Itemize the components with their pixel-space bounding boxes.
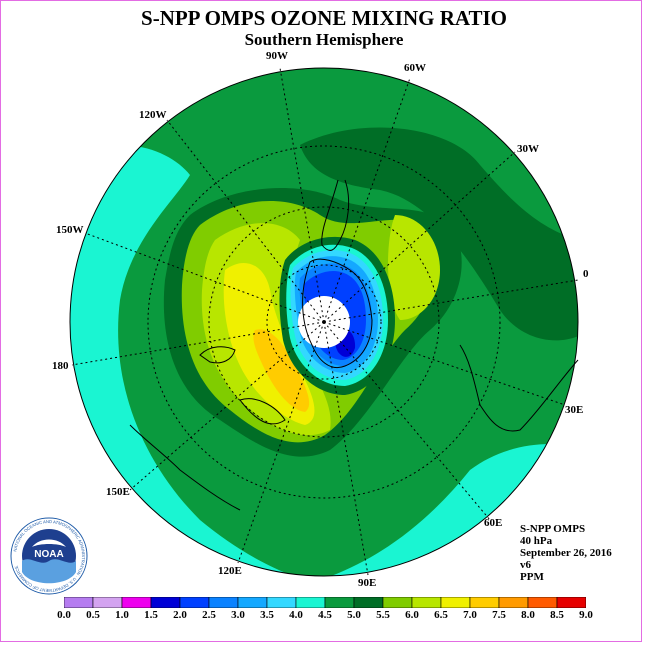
map-title: S-NPP OMPS OZONE MIXING RATIO xyxy=(141,6,507,30)
lon-label-120e: 120E xyxy=(218,565,242,577)
color-scale-tick-label: 2.5 xyxy=(202,609,216,621)
color-scale-cell xyxy=(121,597,152,608)
color-scale-tick-label: 4.0 xyxy=(289,609,303,621)
meridian-60e xyxy=(323,321,491,521)
color-scale-cell xyxy=(353,597,384,608)
color-scale-cell xyxy=(237,597,268,608)
latitude-circle-70s xyxy=(266,264,382,380)
color-scale-tick-label: 4.5 xyxy=(318,609,332,621)
color-scale-cell xyxy=(295,597,326,608)
color-scale-cell xyxy=(92,597,123,608)
color-scale-tick-label: 2.0 xyxy=(173,609,187,621)
info-level: 40 hPa xyxy=(520,535,553,547)
color-scale-tick-label: 0.0 xyxy=(57,609,71,621)
color-scale-tick-label: 1.5 xyxy=(144,609,158,621)
lon-label-30e: 30E xyxy=(565,404,584,416)
lon-label-90e: 90E xyxy=(358,577,377,589)
lon-label-0: 0 xyxy=(583,268,589,280)
latitude-circle-30s xyxy=(147,145,501,499)
color-scale-tick-label: 7.5 xyxy=(492,609,506,621)
color-scale-cell xyxy=(440,597,471,608)
new-zealand-coast xyxy=(239,398,286,425)
color-scale-tick-label: 8.0 xyxy=(521,609,535,621)
latitude-circle-50s xyxy=(208,206,440,438)
lon-label-180: 180 xyxy=(52,360,69,372)
color-scale-tick-label: 0.5 xyxy=(86,609,100,621)
color-scale-tick-label: 3.5 xyxy=(260,609,274,621)
field-level-6.0-b xyxy=(388,215,440,320)
color-scale-tick-label: 1.0 xyxy=(115,609,129,621)
color-scale-cell xyxy=(266,597,297,608)
color-scale-cell xyxy=(469,597,500,608)
color-scale-tick-label: 6.5 xyxy=(434,609,448,621)
lon-label-30w: 30W xyxy=(517,143,539,155)
color-scale-cell xyxy=(498,597,529,608)
color-scale-cell xyxy=(382,597,413,608)
color-scale-cell xyxy=(64,597,94,608)
color-scale-tick-label: 5.0 xyxy=(347,609,361,621)
color-scale-tick-label: 9.0 xyxy=(579,609,593,621)
map-subtitle: Southern Hemisphere xyxy=(244,30,404,49)
lon-label-60e: 60E xyxy=(484,517,503,529)
color-scale-cell xyxy=(556,597,586,608)
color-scale-cell xyxy=(411,597,442,608)
south-america-coast xyxy=(321,179,350,251)
info-instrument: S-NPP OMPS xyxy=(520,523,586,535)
lon-label-120w: 120W xyxy=(139,109,167,121)
meridian-60w xyxy=(323,77,411,323)
globe-outline xyxy=(69,67,579,577)
color-scale-cell xyxy=(324,597,355,608)
info-date: September 26, 2016 xyxy=(520,547,612,559)
info-version: v6 xyxy=(520,559,531,571)
noaa-logo-text: NOAA xyxy=(34,549,63,560)
lon-label-150w: 150W xyxy=(56,224,84,236)
lon-label-60w: 60W xyxy=(404,62,426,74)
noaa-logo: NOAA NATIONAL OCEANIC AND ATMOSPHERIC AD… xyxy=(10,517,88,595)
ozone-field xyxy=(70,68,578,576)
color-scale-tick-label: 5.5 xyxy=(376,609,390,621)
australia-coast xyxy=(199,346,236,364)
field-level-7.0 xyxy=(253,329,310,412)
color-scale-cell xyxy=(527,597,558,608)
map-info-block: S-NPP OMPS 40 hPa September 26, 2016 v6 … xyxy=(520,523,612,583)
field-level-5.0 xyxy=(300,127,578,341)
color-scale-bar xyxy=(64,597,586,608)
color-scale-tick-label: 8.5 xyxy=(550,609,564,621)
info-units: PPM xyxy=(520,571,544,583)
color-scale-tick-label: 7.0 xyxy=(463,609,477,621)
color-scale-tick-label: 3.0 xyxy=(231,609,245,621)
graticule xyxy=(71,67,579,576)
southeast-asia-coast xyxy=(129,424,241,511)
antarctica-coast xyxy=(302,258,373,368)
field-level-4.0 xyxy=(70,145,360,576)
lon-label-90w: 90W xyxy=(266,50,288,62)
color-scale-cell xyxy=(179,597,210,608)
color-scale-cell xyxy=(208,597,239,608)
lon-label-150e: 150E xyxy=(106,486,130,498)
color-scale-tick-label: 6.0 xyxy=(405,609,419,621)
color-scale-cell xyxy=(150,597,181,608)
